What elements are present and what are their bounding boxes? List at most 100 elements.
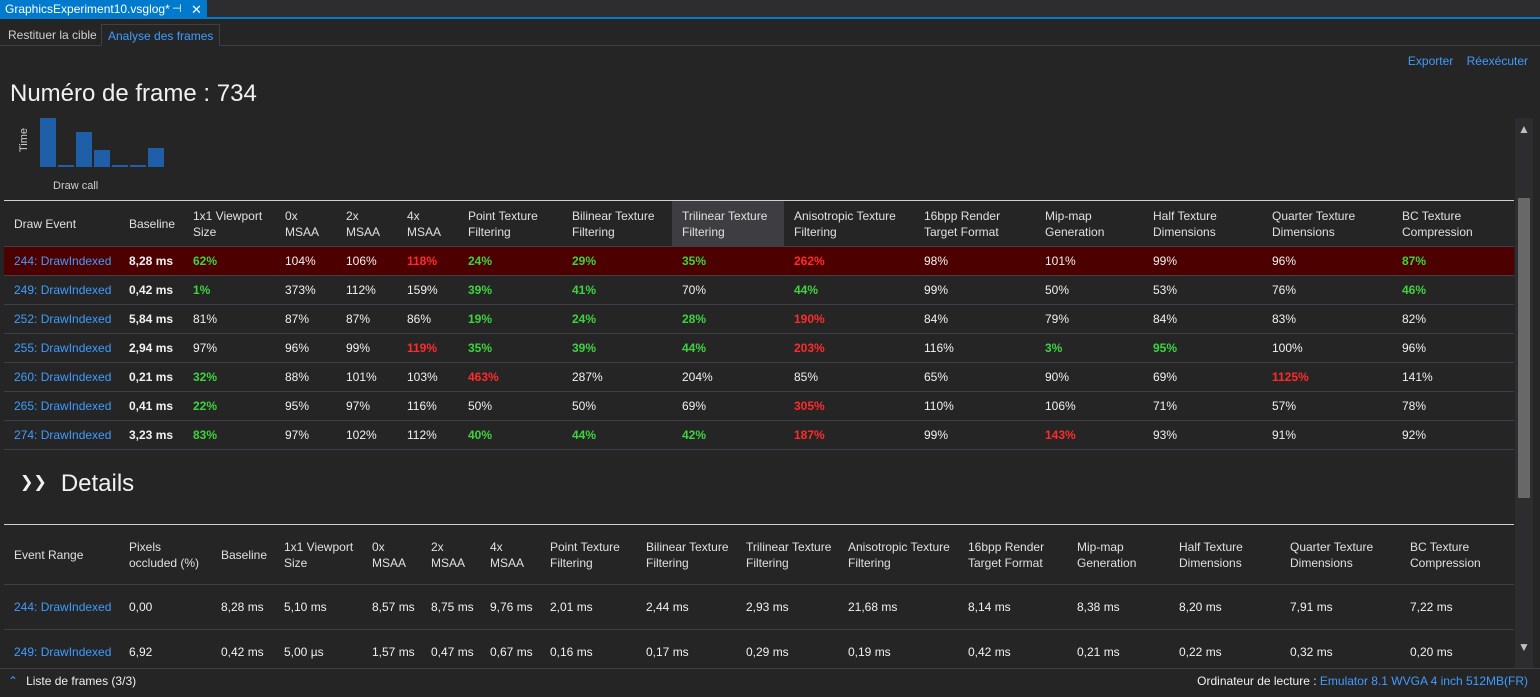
draw-event-link[interactable]: 260: DrawIndexed xyxy=(4,362,119,392)
table-row[interactable]: 244: DrawIndexed 8,28 ms 62% 104% 106% 118% 24… xyxy=(4,246,1514,276)
table-row[interactable]: 249: DrawIndexed 6,92 0,42 ms 5,00 µs 1,57 m… xyxy=(4,629,1514,668)
draw-call-bar[interactable] xyxy=(130,165,146,167)
timing-cell: 8,20 ms xyxy=(1169,584,1280,630)
percent-cell: 100% xyxy=(1262,333,1392,363)
tab-render-target[interactable]: Restituer la cible xyxy=(8,28,97,42)
percent-cell: 93% xyxy=(1143,420,1262,450)
tab-frame-analysis[interactable]: Analyse des frames xyxy=(101,24,221,46)
details-column-header[interactable]: Baseline xyxy=(221,547,268,562)
table-row[interactable]: 249: DrawIndexed 0,42 ms 1% 373% 112% 159% 39%… xyxy=(4,275,1514,305)
timing-cell: 2,01 ms xyxy=(540,584,636,630)
draw-call-bar[interactable] xyxy=(76,132,92,167)
timing-cell: 6,92 xyxy=(119,629,211,668)
summary-column-header[interactable]: Quarter Texture Dimensions xyxy=(1272,208,1356,239)
playback-target-link[interactable]: Emulator 8.1 WVGA 4 inch 512MB(FR) xyxy=(1319,674,1528,688)
summary-column-header[interactable]: Trilinear Texture Filtering xyxy=(672,200,784,247)
percent-cell: 99% xyxy=(914,420,1035,450)
percent-cell: 91% xyxy=(1262,420,1392,450)
percent-cell: 50% xyxy=(458,391,562,421)
baseline-cell: 8,28 ms xyxy=(119,246,183,276)
rerun-link[interactable]: Réexécuter xyxy=(1466,54,1528,68)
playback-label: Ordinateur de lecture : xyxy=(1197,674,1317,688)
percent-cell: 141% xyxy=(1392,362,1514,392)
draw-event-link[interactable]: 255: DrawIndexed xyxy=(4,333,119,363)
details-column-header[interactable]: Quarter Texture Dimensions xyxy=(1290,539,1374,570)
draw-event-link[interactable]: 249: DrawIndexed xyxy=(4,275,119,305)
timing-cell: 0,17 ms xyxy=(636,629,736,668)
percent-cell: 3% xyxy=(1035,333,1143,363)
timing-cell: 0,22 ms xyxy=(1169,629,1280,668)
percent-cell: 84% xyxy=(1143,304,1262,334)
details-column-header[interactable]: 0x MSAA xyxy=(372,539,407,570)
table-row[interactable]: 265: DrawIndexed 0,41 ms 22% 95% 97% 116% 50% 5… xyxy=(4,391,1514,421)
draw-call-bar[interactable] xyxy=(58,165,74,167)
details-header[interactable]: ❯❯ Details xyxy=(20,470,134,498)
summary-column-header[interactable]: Half Texture Dimensions xyxy=(1153,208,1217,239)
timing-cell: 8,38 ms xyxy=(1067,584,1169,630)
scroll-down-icon[interactable]: ▼ xyxy=(1518,640,1530,654)
draw-call-bar[interactable] xyxy=(94,150,110,167)
details-column-header[interactable]: BC Texture Compression xyxy=(1410,539,1481,570)
summary-column-header[interactable]: Draw Event xyxy=(14,216,77,231)
close-icon[interactable]: ✕ xyxy=(191,2,202,17)
details-column-header[interactable]: 1x1 Viewport Size xyxy=(284,539,354,570)
table-row[interactable]: 274: DrawIndexed 3,23 ms 83% 97% 102% 112% 40%… xyxy=(4,420,1514,450)
summary-column-header[interactable]: 4x MSAA xyxy=(407,208,442,239)
details-column-header[interactable]: Trilinear Texture Filtering xyxy=(746,539,832,570)
summary-column-header[interactable]: Baseline xyxy=(129,216,176,231)
draw-event-link[interactable]: 252: DrawIndexed xyxy=(4,304,119,334)
details-column-header[interactable]: 4x MSAA xyxy=(490,539,525,570)
summary-column-header[interactable]: Anisotropic Texture Filtering xyxy=(794,208,896,239)
summary-column-header[interactable]: 16bpp Render Target Format xyxy=(924,208,1001,239)
table-row[interactable]: 255: DrawIndexed 2,94 ms 97% 96% 99% 119% 35% 3… xyxy=(4,333,1514,363)
summary-column-header[interactable]: 0x MSAA xyxy=(285,208,320,239)
document-tab-title: GraphicsExperiment10.vsglog* xyxy=(5,2,170,16)
summary-column-header[interactable]: Mip-map Generation xyxy=(1045,208,1105,239)
pin-icon[interactable]: ⊣ xyxy=(172,3,182,15)
timing-cell: 5,10 ms xyxy=(274,584,362,630)
percent-cell: 71% xyxy=(1143,391,1262,421)
chevron-up-icon[interactable]: ⌃ xyxy=(8,674,19,688)
timing-cell: 0,00 xyxy=(119,584,211,630)
percent-cell: 86% xyxy=(397,304,458,334)
percent-cell: 39% xyxy=(562,333,672,363)
frame-list-toggle[interactable]: ⌃ Liste de frames (3/3) xyxy=(8,669,136,693)
chevron-double-down-icon[interactable]: ❯❯ xyxy=(20,474,47,491)
summary-column-header[interactable]: Point Texture Filtering xyxy=(468,208,538,239)
percent-cell: 32% xyxy=(183,362,275,392)
timing-cell: 0,42 ms xyxy=(211,629,274,668)
table-row[interactable]: 260: DrawIndexed 0,21 ms 32% 88% 101% 103% 463… xyxy=(4,362,1514,392)
details-column-header[interactable]: 2x MSAA xyxy=(431,539,466,570)
summary-column-header[interactable]: Bilinear Texture Filtering xyxy=(572,208,655,239)
percent-cell: 97% xyxy=(183,333,275,363)
scrollbar-thumb[interactable] xyxy=(1518,198,1530,498)
table-row[interactable]: 244: DrawIndexed 0,00 8,28 ms 5,10 ms 8,57 m… xyxy=(4,584,1514,630)
details-column-header[interactable]: Half Texture Dimensions xyxy=(1179,539,1243,570)
scroll-up-icon[interactable]: ▲ xyxy=(1518,122,1530,136)
event-range-link[interactable]: 249: DrawIndexed xyxy=(4,629,119,668)
details-column-header[interactable]: 16bpp Render Target Format xyxy=(968,539,1045,570)
draw-call-bar[interactable] xyxy=(148,148,164,167)
details-column-header[interactable]: Point Texture Filtering xyxy=(550,539,620,570)
baseline-cell: 0,42 ms xyxy=(119,275,183,305)
summary-column-header[interactable]: BC Texture Compression xyxy=(1402,208,1473,239)
percent-cell: 98% xyxy=(914,246,1035,276)
table-row[interactable]: 252: DrawIndexed 5,84 ms 81% 87% 87% 86% 19% 24… xyxy=(4,304,1514,334)
draw-event-link[interactable]: 274: DrawIndexed xyxy=(4,420,119,450)
details-column-header[interactable]: Anisotropic Texture Filtering xyxy=(848,539,950,570)
draw-call-bar[interactable] xyxy=(112,165,128,167)
details-column-header[interactable]: Pixels occluded (%) xyxy=(129,539,200,570)
document-tab[interactable]: GraphicsExperiment10.vsglog* ⊣ ✕ xyxy=(0,0,207,19)
draw-call-bar[interactable] xyxy=(40,118,56,167)
frame-title: Numéro de frame : 734 xyxy=(10,80,257,107)
export-link[interactable]: Exporter xyxy=(1407,54,1454,68)
draw-event-link[interactable]: 265: DrawIndexed xyxy=(4,391,119,421)
vertical-scrollbar[interactable]: ▲ ▼ xyxy=(1515,118,1533,668)
draw-event-link[interactable]: 244: DrawIndexed xyxy=(4,246,119,276)
details-column-header[interactable]: Bilinear Texture Filtering xyxy=(646,539,729,570)
event-range-link[interactable]: 244: DrawIndexed xyxy=(4,584,119,630)
summary-column-header[interactable]: 1x1 Viewport Size xyxy=(193,208,263,239)
details-column-header[interactable]: Mip-map Generation xyxy=(1077,539,1137,570)
summary-column-header[interactable]: 2x MSAA xyxy=(346,208,381,239)
details-column-header[interactable]: Event Range xyxy=(14,547,84,562)
